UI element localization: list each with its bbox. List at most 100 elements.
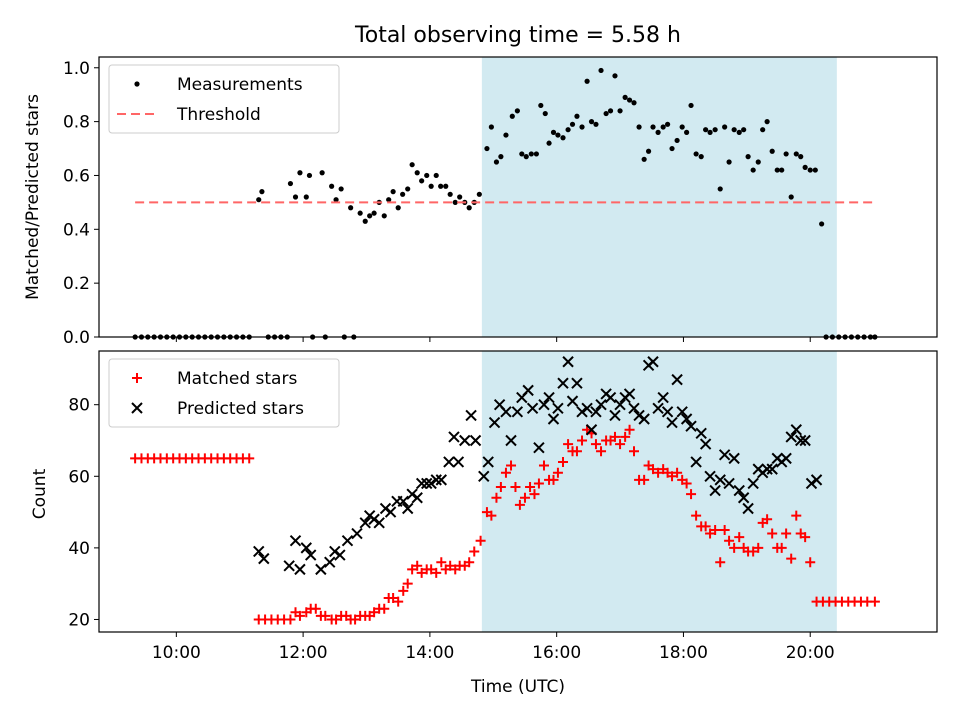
measurement-point: [788, 194, 794, 200]
predicted-point: [761, 463, 773, 475]
predicted-point: [709, 484, 721, 497]
measurement-point: [542, 110, 548, 117]
predicted-point: [680, 413, 693, 425]
predicted-point: [359, 517, 371, 529]
predicted-point: [384, 506, 397, 518]
predicted-point: [469, 434, 482, 447]
matched-point: [431, 567, 442, 578]
measurement-point: [381, 213, 387, 219]
predicted-point: [543, 391, 555, 404]
predicted-point: [718, 449, 731, 461]
measurement-point: [569, 121, 576, 127]
measurement-point: [693, 151, 699, 157]
matched-point: [533, 478, 544, 489]
matched-point: [412, 560, 423, 571]
matched-point: [648, 464, 659, 475]
matched-point: [552, 467, 563, 478]
legend-box: [108, 64, 340, 134]
predicted-point: [666, 416, 678, 429]
matched-point: [310, 603, 321, 614]
predicted-point: [810, 474, 823, 486]
predicted-point: [733, 484, 745, 497]
y-tick-label: 80: [68, 396, 90, 416]
measurement-point: [783, 151, 789, 157]
measurement-point: [707, 129, 713, 135]
predicted-point: [552, 402, 564, 414]
measurement-point: [760, 127, 766, 133]
measurement-point: [493, 159, 500, 165]
measurement-point: [433, 172, 439, 179]
measurement-point: [617, 108, 623, 114]
x-axis-label: Time (UTC): [470, 677, 565, 697]
measurement-point: [779, 167, 785, 173]
predicted-point: [258, 552, 270, 565]
predicted-point: [465, 409, 477, 422]
predicted-point: [585, 424, 598, 436]
measurement-point: [755, 159, 761, 165]
measurement-point: [333, 197, 339, 203]
matched-point: [571, 446, 582, 457]
predicted-point: [538, 398, 550, 411]
matched-point: [700, 521, 711, 532]
x-tick-label: 12:00: [279, 643, 328, 663]
matched-point: [734, 532, 745, 543]
matched-point: [558, 456, 569, 467]
measurement-point: [641, 156, 647, 162]
predicted-point: [581, 402, 593, 414]
measurement-point: [674, 137, 680, 144]
predicted-point: [723, 477, 735, 490]
legend-box: [108, 358, 340, 428]
y-tick-label: 0.0: [63, 328, 90, 348]
measurement-point: [636, 124, 642, 130]
predicted-point: [790, 424, 802, 436]
predicted-point: [566, 395, 579, 407]
predicted-point: [547, 413, 560, 425]
legend-top: Measurements Threshold: [108, 64, 340, 134]
matched-point: [681, 478, 692, 489]
measurement-point: [631, 100, 637, 106]
predicted-point: [533, 441, 545, 454]
x-tick-label: 14:00: [405, 643, 454, 663]
predicted-point: [737, 492, 750, 504]
predicted-point: [334, 549, 346, 561]
measurement-point: [256, 197, 262, 203]
matched-point: [710, 524, 721, 535]
matched-point: [563, 439, 574, 450]
matched-point: [653, 467, 664, 478]
matched-point: [350, 614, 361, 625]
measurement-point: [297, 170, 303, 176]
matched-point: [609, 431, 620, 442]
predicted-point: [747, 477, 759, 490]
measurement-point: [655, 129, 661, 135]
matched-point: [686, 489, 697, 500]
matched-point: [729, 542, 740, 553]
measurement-point: [579, 124, 585, 130]
measurement-point: [819, 221, 825, 227]
legend-label: Predicted stars: [177, 399, 304, 419]
series-predicted-stars: [253, 356, 823, 576]
y-tick-label: 0.4: [63, 220, 90, 240]
predicted-point: [401, 502, 414, 515]
y-axis-label-top: Matched/Predicted stars: [23, 94, 43, 300]
measurement-point: [660, 124, 666, 130]
matched-point: [791, 510, 802, 521]
measurement-point: [419, 178, 425, 184]
matched-point: [369, 607, 380, 618]
matched-point: [393, 596, 404, 607]
measurement-point: [565, 127, 571, 133]
predicted-point: [425, 477, 437, 490]
y-tick-label: 20: [68, 610, 90, 630]
predicted-point: [799, 434, 811, 447]
matched-point: [294, 610, 305, 621]
matched-point: [469, 546, 480, 557]
measurement-point: [528, 151, 534, 157]
predicted-point: [657, 391, 669, 404]
y-tick-label: 0.2: [63, 274, 90, 294]
measurement-point: [533, 151, 539, 157]
measurement-point: [598, 67, 604, 74]
measurement-point: [807, 167, 813, 173]
predicted-point: [511, 406, 524, 418]
predicted-point: [351, 527, 363, 540]
predicted-point: [315, 563, 327, 576]
predicted-point: [415, 477, 428, 490]
